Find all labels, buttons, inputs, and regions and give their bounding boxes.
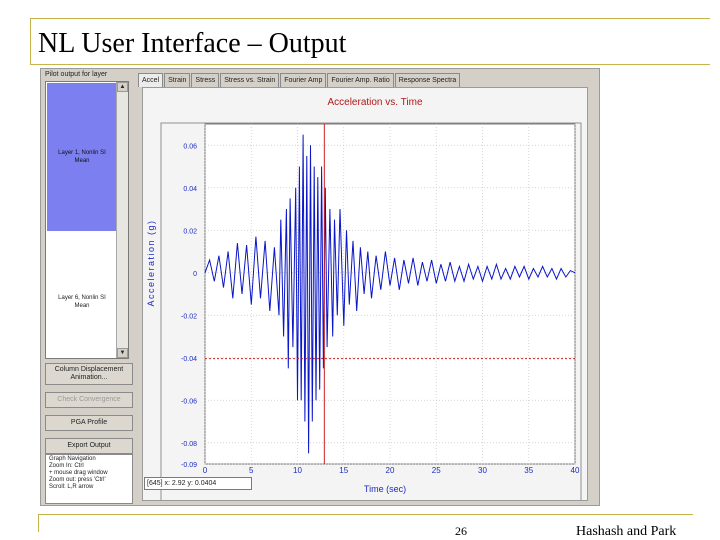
footer-rule-left — [38, 514, 39, 532]
tab-strain[interactable]: Strain — [164, 73, 191, 87]
y-tick-label: -0.08 — [181, 441, 197, 448]
layer-list-item-1-label: Layer 1, Nonlin SI Mean — [58, 150, 106, 164]
layer-list-item-6[interactable]: Layer 6, Nonlin SI Mean — [52, 294, 112, 310]
output-tabs: Accel Strain Stress Stress vs. Strain Fo… — [138, 73, 461, 87]
pga-profile-label: PGA Profile — [70, 419, 108, 426]
x-tick-label: 0 — [203, 466, 208, 475]
x-tick-label: 5 — [249, 466, 254, 475]
tab-fourier-amp-ratio[interactable]: Fourier Amp. Ratio — [327, 73, 394, 87]
authors-footer: Hashash and Park — [576, 524, 677, 539]
footer-rule — [38, 514, 693, 515]
graph-navigation-title: Graph Navigation — [49, 456, 96, 462]
y-tick-label: 0.06 — [183, 143, 197, 150]
graph-navigation-line: Zoom out: press 'Ctrl' — [49, 477, 106, 483]
slide-title: NL User Interface – Output — [38, 28, 347, 59]
tab-stress-vs-strain[interactable]: Stress vs. Strain — [220, 73, 280, 87]
x-tick-label: 25 — [432, 466, 441, 475]
y-tick-label: 0 — [193, 271, 197, 278]
graph-navigation-line: + mouse drag window — [49, 470, 108, 476]
y-tick-label: -0.04 — [181, 356, 197, 363]
x-tick-label: 20 — [386, 466, 395, 475]
export-output-button[interactable]: Export Output — [45, 438, 133, 454]
chart-frame — [160, 122, 582, 500]
acceleration-series-line — [204, 134, 576, 454]
cursor-readout: [645] x: 2.92 y: 0.0404 — [144, 477, 252, 490]
acceleration-chart[interactable]: Acceleration vs. Time Acceleration (g) T… — [143, 88, 587, 500]
x-tick-label: 40 — [571, 466, 580, 475]
tab-stress[interactable]: Stress — [191, 73, 220, 87]
y-tick-label: 0.02 — [183, 228, 197, 235]
y-tick-label: 0.04 — [183, 186, 197, 193]
layer-list[interactable]: Layer 1, Nonlin SI Mean Layer 6, Nonlin … — [45, 81, 129, 359]
title-rule-under — [30, 64, 710, 65]
app-window: Pilot output for layer Layer 1, Nonlin S… — [40, 68, 600, 506]
scroll-down-icon[interactable]: ▼ — [117, 348, 128, 358]
x-axis-label: Time (sec) — [364, 484, 406, 494]
x-tick-label: 35 — [524, 466, 533, 475]
x-tick-label: 15 — [339, 466, 348, 475]
page-number: 26 — [455, 524, 467, 538]
x-tick-label: 10 — [293, 466, 302, 475]
graph-navigation-help: Graph Navigation Zoom In: Ctrl + mouse d… — [45, 454, 133, 504]
chart-ticks: 0 5 10 15 20 25 30 35 40 0.06 0.04 0.02 0 -0.02 -0.04 -… — [181, 143, 580, 475]
title-rule-left — [30, 18, 31, 64]
check-convergence-label: Check Convergence — [57, 396, 121, 403]
graph-navigation-line: Scroll: L,R arrow — [49, 484, 94, 490]
y-tick-label: -0.09 — [181, 462, 197, 469]
y-tick-label: -0.06 — [181, 398, 197, 405]
layer-list-scrollbar[interactable]: ▲ ▼ — [116, 82, 128, 358]
layer-list-label: Pilot output for layer — [45, 71, 108, 78]
tab-accel[interactable]: Accel — [138, 73, 164, 87]
export-output-label: Export Output — [67, 442, 111, 449]
layer-list-item-6-label: Layer 6, Nonlin SI Mean — [58, 295, 106, 309]
y-tick-label: -0.02 — [181, 313, 197, 320]
chart-grid — [204, 123, 576, 465]
column-animation-button[interactable]: Column Displacement Animation... — [45, 363, 133, 385]
tab-response-spectra[interactable]: Response Spectra — [394, 73, 461, 87]
tab-fourier-amp[interactable]: Fourier Amp — [280, 73, 327, 87]
chart-panel: Acceleration vs. Time Acceleration (g) T… — [142, 87, 588, 501]
title-rule-top — [30, 18, 710, 19]
column-animation-label: Column Displacement Animation... — [54, 366, 124, 381]
y-axis-label: Acceleration (g) — [146, 219, 156, 306]
x-tick-label: 30 — [478, 466, 487, 475]
pga-profile-button[interactable]: PGA Profile — [45, 415, 133, 431]
scroll-up-icon[interactable]: ▲ — [117, 82, 128, 92]
layer-list-item-1[interactable]: Layer 1, Nonlin SI Mean — [47, 83, 117, 231]
chart-title: Acceleration vs. Time — [327, 97, 422, 108]
graph-navigation-line: Zoom In: Ctrl — [49, 463, 84, 469]
check-convergence-button[interactable]: Check Convergence — [45, 392, 133, 408]
